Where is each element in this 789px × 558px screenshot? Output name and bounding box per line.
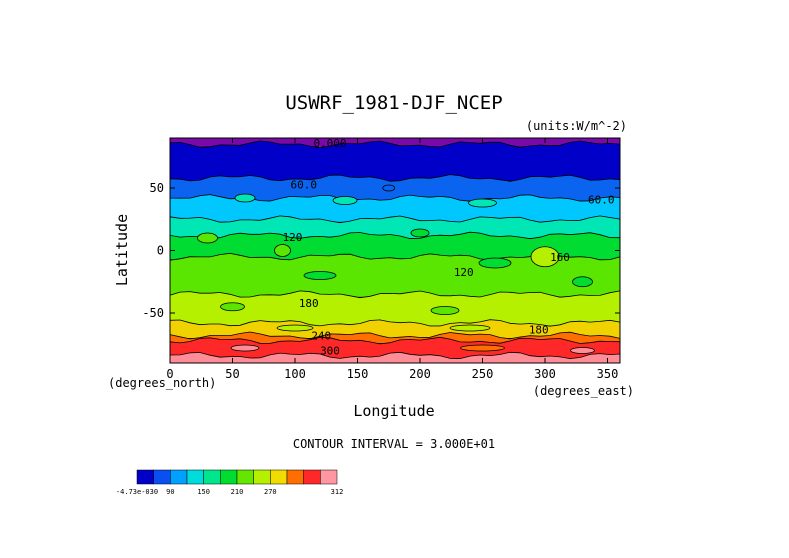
contour-interval-text: CONTOUR INTERVAL = 3.000E+01 (293, 437, 495, 451)
lat-band (170, 319, 620, 339)
contour-patch (220, 302, 245, 312)
colorbar-swatch (253, 469, 271, 485)
y-tick-label: -50 (142, 306, 164, 320)
contour-patch (572, 276, 593, 288)
colorbar-swatch (236, 469, 254, 485)
contour-patch (303, 271, 337, 280)
x-tick-label: 0 (166, 367, 173, 381)
x-tick-label: 300 (534, 367, 556, 381)
contour-patch (234, 193, 256, 203)
contour-label: 180 (529, 323, 549, 336)
x-axis-title: Longitude (353, 402, 434, 420)
contour-label-layer: 0.000 60.0 60.0 120 120 160 180 180 240 300 (283, 137, 615, 358)
contour-patch (230, 344, 260, 352)
y-unit-label: (degrees_north) (108, 376, 216, 390)
colorbar-swatch (286, 469, 304, 485)
colorbar-label: -4.73e-030 (116, 488, 158, 496)
chart-title: USWRF_1981-DJF_NCEP (285, 92, 502, 114)
colorbar-swatch (220, 469, 238, 485)
colorbar-swatch (270, 469, 288, 485)
blobs-layer (197, 184, 595, 354)
colorbar-swatch (186, 469, 204, 485)
colorbar: -4.73e-030 90 150 210 270 312 (116, 469, 344, 496)
lat-band (170, 351, 620, 363)
contour-label: 160 (550, 251, 570, 264)
colorbar-swatch (136, 469, 154, 485)
y-axis-title: Latitude (113, 214, 131, 286)
x-tick-label: 200 (409, 367, 431, 381)
x-axis: 0 50 100 150 200 250 300 350 (166, 138, 618, 381)
contour-patch (276, 324, 314, 332)
contour-label: 60.0 (588, 193, 615, 206)
colorbar-label: 210 (231, 488, 244, 496)
x-tick-label: 350 (597, 367, 619, 381)
x-tick-label: 250 (472, 367, 494, 381)
y-tick-label: 50 (150, 181, 164, 195)
units-label: (units:W/m^-2) (526, 119, 627, 133)
colorbar-label: 270 (264, 488, 277, 496)
y-axis: 50 0 -50 (142, 181, 620, 320)
lat-band (170, 140, 620, 182)
contour-label: 180 (299, 297, 319, 310)
colorbar-swatch (170, 469, 188, 485)
contour-label: 300 (320, 345, 340, 358)
contour-label: 240 (311, 330, 331, 343)
contour-patch (274, 244, 291, 257)
contour-patch (460, 344, 505, 352)
x-unit-label: (degrees_east) (533, 384, 634, 398)
colorbar-label: 150 (197, 488, 210, 496)
contour-patch (530, 246, 560, 268)
colorbar-label: 90 (166, 488, 174, 496)
contour-patch (197, 232, 218, 244)
contour-patch (332, 196, 358, 205)
contour-patch (570, 347, 595, 354)
contour-patch (382, 184, 396, 192)
lat-band (170, 331, 620, 344)
colorbar-swatch (303, 469, 321, 485)
lat-band (170, 215, 620, 239)
x-tick-label: 100 (284, 367, 306, 381)
contour-patch (410, 228, 430, 238)
plot-area: 0.000 60.0 60.0 120 120 160 180 180 240 300 (170, 137, 620, 363)
contour-patch (478, 257, 512, 269)
colorbar-swatch (153, 469, 171, 485)
y-tick-label: 0 (157, 244, 164, 258)
contour-label: 0.000 (313, 137, 346, 150)
contour-label: 60.0 (291, 178, 318, 191)
x-tick-label: 50 (225, 367, 239, 381)
colorbar-label: 312 (331, 488, 344, 496)
contour-patch (430, 306, 460, 315)
contour-label: 120 (454, 266, 474, 279)
lat-band (170, 290, 620, 327)
colorbar-swatch (320, 469, 338, 485)
colorbar-swatch (203, 469, 221, 485)
contour-patch (449, 324, 491, 332)
contour-label: 120 (283, 231, 303, 244)
x-tick-label: 150 (347, 367, 369, 381)
contour-patch (468, 198, 497, 208)
